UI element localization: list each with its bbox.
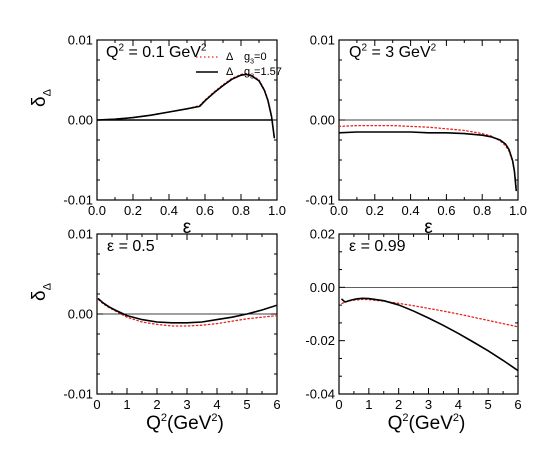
x-tick-label: 0.4 [160,203,178,218]
y-tick-label: 0.01 [310,33,335,48]
series-line-1 [97,73,276,139]
x-tick-label: 4 [455,397,462,412]
x-axis-title: Q2(GeV2) [388,412,466,434]
legend-label-sub: 3 [250,58,254,65]
y-tick-label: -0.01 [305,193,335,208]
panel-bottom-left: 0 1 2 3 4 5 6-0.010.000.01ε = 0.5Q2(GeV2)δΔ [29,227,281,435]
x-axis-title-end: ) [459,413,465,434]
series-line-0 [341,298,518,328]
x-tick-label: 0.8 [232,203,250,218]
legend-label-rest: =1.57 [254,66,282,78]
panel-annotation-rest: = 3 GeV [367,44,431,61]
series-line-1 [97,297,277,324]
y-tick-label: -0.01 [63,193,93,208]
y-axis-title-base: δ [29,96,50,107]
y-tick-label: 0.00 [68,113,93,128]
x-tick-label: 2 [395,397,402,412]
panel-bottom-right: 0 1 2 3 4 5 6-0.04-0.020.000.02ε = 0.99Q2(GeV2… [305,227,521,435]
x-axis-title: ε [183,217,192,238]
y-tick-label: 0.01 [68,227,93,242]
x-tick-label: 4 [213,397,220,412]
series-line-0 [97,72,275,139]
y-tick-label: 0.00 [68,307,93,322]
x-axis-title-end: ) [218,413,224,434]
y-tick-label: -0.02 [305,333,335,348]
x-tick-label: 3 [425,397,432,412]
x-tick-label: 0.2 [124,203,142,218]
series-line-1 [339,131,518,192]
panel-annotation-sup: 2 [361,42,367,53]
x-axis-title-sup2: 2 [453,412,459,424]
x-tick-label: 0.6 [437,203,455,218]
panel-annotation-base: ε = 0.99 [349,238,406,255]
x-tick-label: 3 [183,397,190,412]
y-tick-label: 0.02 [310,227,335,242]
x-tick-label: 0 [335,397,342,412]
x-tick-label: 5 [485,397,492,412]
x-tick-label: 0.2 [366,203,384,218]
x-axis-title-sup: 2 [402,412,408,424]
x-axis-title-sup2: 2 [211,412,217,424]
legend-symbol: Δ [226,66,234,78]
y-tick-label: 0.00 [310,113,335,128]
x-tick-label: 5 [243,397,250,412]
panel-annotation-rest: = 0.1 GeV [124,44,201,61]
legend-label: g3=0 [244,51,267,65]
y-axis-title-sub: Δ [42,282,54,290]
legend-symbol: Δ [226,51,234,63]
y-tick-label: -0.04 [305,387,335,402]
y-axis-title-base: δ [29,290,50,301]
y-tick-label: 0.01 [68,33,93,48]
panel-annotation-sup: 2 [118,42,124,53]
x-axis-title-base: Q [146,413,161,434]
panel-annotation-sup2: 2 [201,42,207,53]
x-tick-label: 1.0 [509,203,527,218]
x-tick-label: 0 [93,397,100,412]
y-axis-title: δΔ [29,88,54,107]
legend-label-rest: =0 [254,51,267,63]
x-axis-title-sup: 2 [161,412,167,424]
x-axis-title: ε [424,217,433,238]
x-tick-label: 1 [123,397,130,412]
panel-annotation-base: Q [349,44,361,61]
panel-annotation-base: Q [106,44,118,61]
x-tick-label: 0.0 [88,203,106,218]
y-axis-title-group: δΔ [29,88,54,107]
legend-label-base: g [244,51,250,63]
series-line-0 [339,124,517,188]
x-tick-label: 0.6 [196,203,214,218]
y-tick-label: -0.01 [63,387,93,402]
x-axis-title-rest: (GeV [167,413,212,434]
x-tick-label: 6 [273,397,280,412]
panel-annotation: ε = 0.5 [107,238,155,255]
panel-annotation-base: ε = 0.5 [107,238,155,255]
x-tick-label: 2 [153,397,160,412]
y-axis-title-sub: Δ [42,88,54,96]
panel-annotation: ε = 0.99 [349,238,406,255]
panel-annotation-sup2: 2 [431,42,437,53]
x-axis-title: Q2(GeV2) [146,412,224,434]
x-tick-label: 1.0 [268,203,286,218]
legend-label-sub: 3 [250,73,254,80]
y-axis-title: δΔ [29,282,54,301]
x-axis-title-base: Q [388,413,403,434]
x-tick-label: 0.0 [330,203,348,218]
panel-annotation: Q2 = 0.1 GeV2 [106,42,207,61]
legend-label-base: g [244,66,250,78]
x-axis-title-rest: (GeV [409,413,454,434]
legend-label: g3=1.57 [244,66,282,80]
x-tick-label: 6 [514,397,521,412]
y-axis-title-group: δΔ [29,282,54,301]
x-tick-label: 1 [365,397,372,412]
panel-annotation: Q2 = 3 GeV2 [349,42,437,61]
x-tick-label: 0.4 [402,203,420,218]
plot-frame [338,233,519,395]
series-line-1 [341,297,518,372]
y-tick-label: 0.00 [310,280,335,295]
x-tick-label: 0.8 [473,203,491,218]
